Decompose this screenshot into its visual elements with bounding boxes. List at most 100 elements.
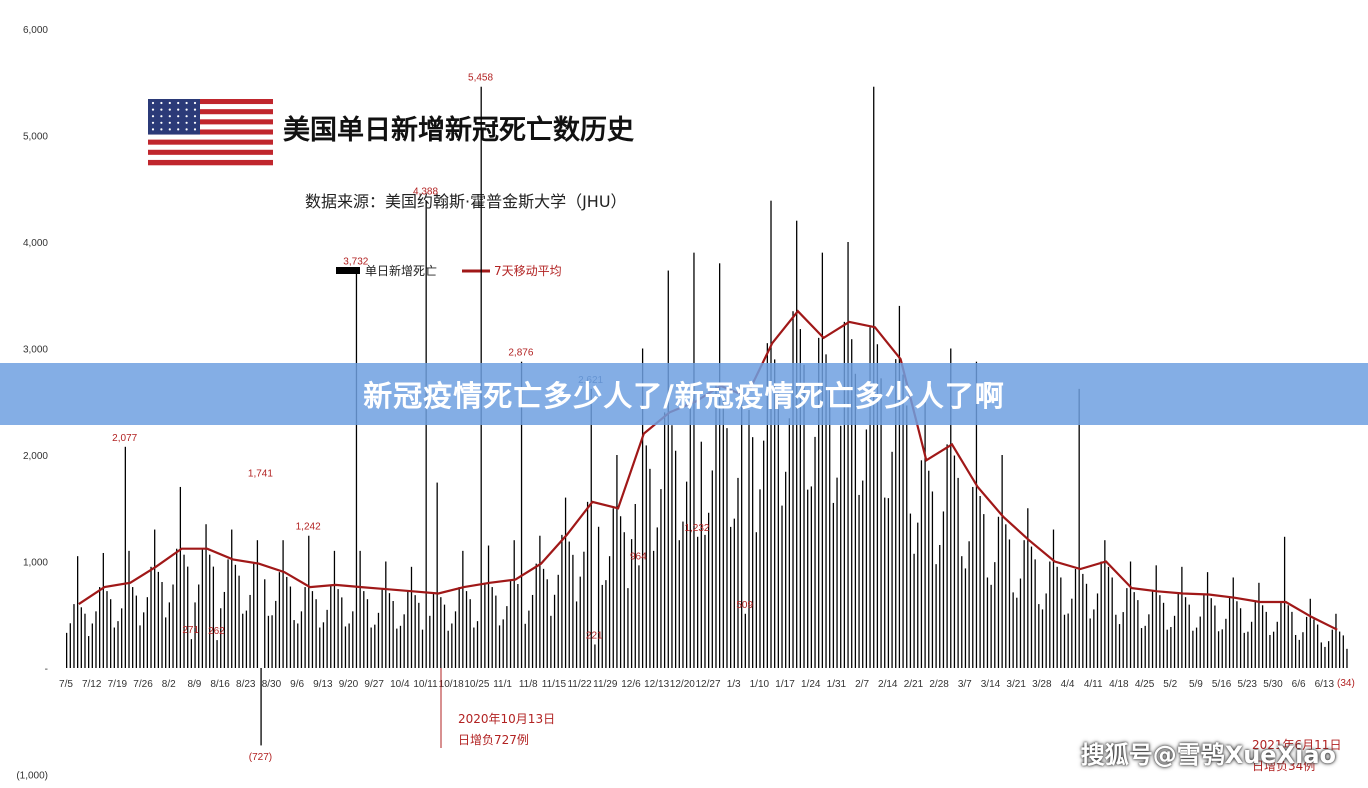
daily-bar	[278, 572, 281, 668]
flag-star	[185, 121, 188, 124]
daily-bar	[495, 595, 497, 668]
daily-bar	[935, 564, 937, 668]
x-tick-label: 2/7	[855, 679, 869, 690]
x-tick-label: 1/31	[827, 679, 847, 690]
daily-bar	[179, 486, 182, 668]
daily-bar	[865, 429, 868, 668]
y-axis: 6,000 5,000 4,000 3,000 2,000 1,000 - (1,000)	[16, 25, 48, 782]
daily-bar	[1071, 598, 1073, 668]
daily-bar	[700, 441, 702, 668]
x-tick-label: 12/13	[644, 679, 669, 690]
flag-stripe	[148, 124, 273, 130]
x-tick-label: 4/25	[1135, 679, 1155, 690]
daily-bar	[154, 529, 156, 668]
daily-bar	[300, 611, 303, 668]
daily-bar	[157, 571, 159, 668]
daily-bar	[1320, 642, 1322, 668]
x-tick-label: 8/9	[187, 679, 201, 690]
x-tick-label: 5/9	[1189, 679, 1203, 690]
daily-bar	[414, 595, 416, 668]
data-label: 5,458	[468, 73, 493, 84]
daily-bar	[961, 556, 963, 668]
daily-bar	[264, 579, 266, 668]
flag-star	[177, 121, 180, 124]
daily-bar	[73, 604, 75, 668]
daily-bar	[1096, 593, 1099, 668]
flag-star	[193, 121, 197, 124]
daily-bar	[876, 344, 879, 668]
data-label: 221	[586, 630, 603, 641]
daily-bar	[880, 378, 882, 668]
legend-line-label: 7天移动平均	[494, 264, 562, 278]
daily-bar	[568, 541, 570, 668]
daily-bar	[161, 582, 163, 668]
daily-bar	[792, 311, 794, 668]
daily-bar	[132, 587, 134, 668]
daily-bar	[619, 516, 622, 668]
daily-bar	[858, 494, 860, 668]
daily-bar	[150, 566, 152, 668]
daily-bar	[535, 563, 537, 668]
daily-bar	[1030, 546, 1033, 668]
daily-bar	[1067, 613, 1069, 668]
daily-bar	[212, 566, 215, 668]
x-tick-label: 8/30	[262, 679, 282, 690]
daily-bar	[267, 615, 270, 668]
x-axis: 7/5 7/12 7/19 7/26 8/2 8/9 8/16 8/23 8/30 9/6 9/13…	[59, 679, 1334, 690]
daily-bar	[289, 586, 292, 668]
daily-bar	[829, 387, 831, 668]
daily-bar	[517, 584, 519, 668]
flag-star	[185, 101, 188, 105]
daily-bar	[216, 640, 218, 668]
daily-bar	[95, 611, 97, 668]
daily-bar	[146, 597, 148, 668]
daily-bar	[1338, 631, 1341, 668]
x-tick-label: 1/3	[727, 679, 741, 690]
x-tick-label: 9/27	[364, 679, 384, 690]
flag-star	[177, 101, 180, 105]
x-tick-label: 5/16	[1212, 679, 1232, 690]
flag-star	[185, 128, 188, 131]
daily-bar	[311, 591, 314, 668]
x-tick-label: 7/26	[133, 679, 153, 690]
x-tick-label: 12/27	[695, 679, 720, 690]
daily-bar	[1199, 616, 1201, 668]
daily-bar	[814, 436, 816, 668]
daily-bar	[737, 477, 739, 668]
daily-bar	[550, 615, 552, 668]
flag-star	[168, 128, 171, 131]
daily-bar	[1005, 524, 1007, 668]
note-34-line1: 2021年6月11日	[1252, 738, 1341, 752]
daily-bar	[1170, 626, 1172, 668]
daily-bar	[432, 593, 435, 668]
data-label: 4,388	[413, 187, 438, 198]
daily-bar	[1129, 561, 1132, 668]
daily-bar	[1243, 632, 1245, 668]
daily-bar	[763, 440, 765, 668]
x-tick-label: 10/25	[464, 679, 489, 690]
flag-stripe	[148, 109, 273, 115]
daily-bar	[135, 595, 137, 668]
y-tick-label: 2,000	[23, 451, 48, 462]
daily-bar	[421, 629, 424, 668]
daily-bar	[341, 597, 343, 668]
daily-bar	[843, 321, 846, 668]
daily-bar	[399, 625, 402, 668]
daily-bar	[410, 566, 413, 668]
flag-star	[193, 115, 197, 118]
daily-bar	[249, 594, 251, 668]
daily-bar	[1016, 597, 1018, 668]
daily-bar	[546, 579, 548, 668]
daily-bar	[1192, 630, 1194, 668]
daily-bar	[443, 604, 446, 668]
daily-bar	[1107, 566, 1110, 668]
daily-bar	[458, 587, 460, 668]
daily-bar	[601, 584, 603, 668]
x-tick-label: 3/21	[1006, 679, 1026, 690]
daily-bar	[322, 622, 325, 668]
daily-bar	[282, 540, 284, 668]
flag-star	[193, 108, 197, 111]
y-tick-label: 5,000	[23, 132, 48, 143]
daily-bar	[972, 486, 974, 668]
daily-bar	[953, 455, 956, 668]
